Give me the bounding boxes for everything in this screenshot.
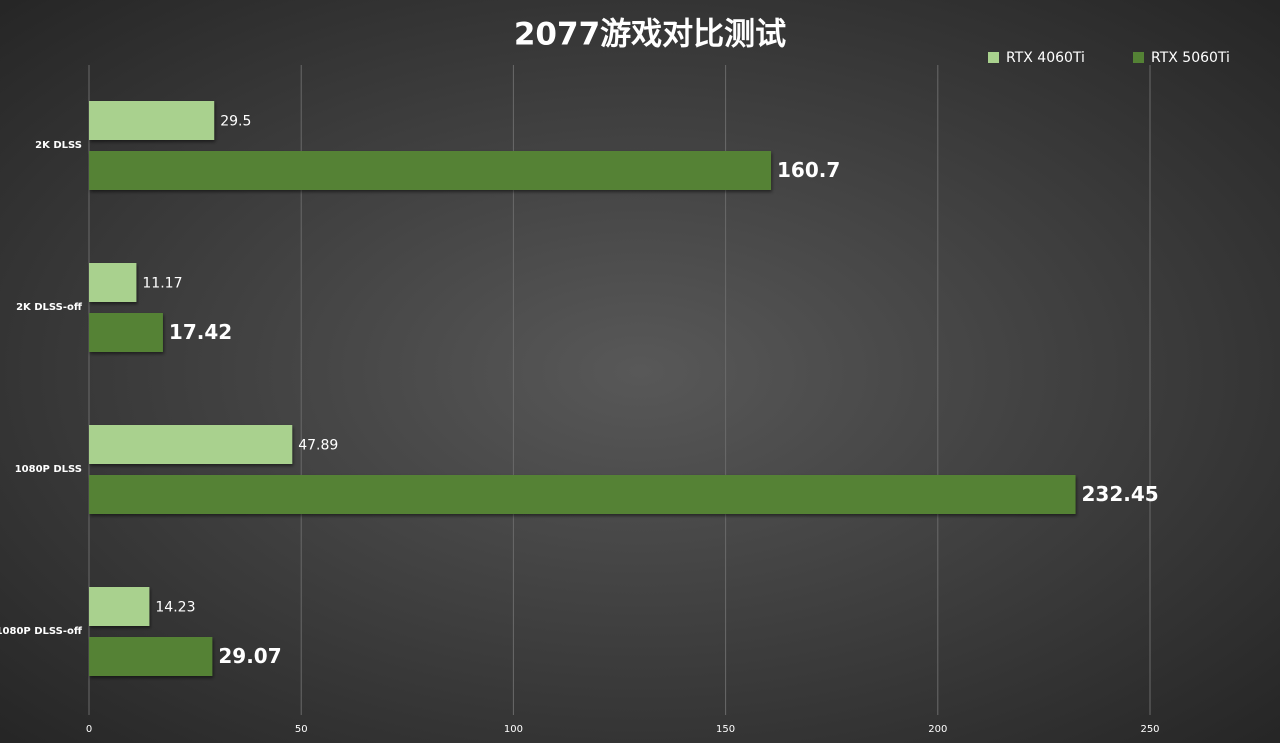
x-tick-label: 200 xyxy=(928,724,947,735)
bar xyxy=(89,637,213,676)
legend-swatch xyxy=(988,52,999,63)
x-tick-label: 100 xyxy=(504,724,523,735)
value-label: 29.5 xyxy=(220,114,251,130)
x-tick-label: 250 xyxy=(1140,724,1159,735)
value-label: 29.07 xyxy=(218,644,281,668)
bar xyxy=(89,151,772,190)
bar xyxy=(89,263,137,302)
value-label: 232.45 xyxy=(1082,482,1159,506)
value-label: 17.42 xyxy=(169,320,232,344)
value-label: 160.7 xyxy=(777,158,840,182)
bar xyxy=(89,101,215,140)
bar xyxy=(89,587,150,626)
x-tick-label: 50 xyxy=(295,724,308,735)
legend-label: RTX 4060Ti xyxy=(1006,50,1085,66)
value-label: 14.23 xyxy=(155,600,195,616)
value-label: 11.17 xyxy=(142,276,182,292)
chart-title: 2077游戏对比测试 xyxy=(514,17,786,53)
value-label: 47.89 xyxy=(298,438,338,454)
y-tick-label: 1080P DLSS xyxy=(15,464,82,475)
y-tick-label: 2K DLSS xyxy=(35,140,82,151)
x-tick-label: 0 xyxy=(86,724,92,735)
legend-label: RTX 5060Ti xyxy=(1151,50,1230,66)
y-tick-label: 1080P DLSS-off xyxy=(0,626,83,637)
legend-swatch xyxy=(1133,52,1144,63)
x-tick-label: 150 xyxy=(716,724,735,735)
y-tick-label: 2K DLSS-off xyxy=(16,302,83,313)
bar xyxy=(89,425,293,464)
bar xyxy=(89,313,163,352)
bar xyxy=(89,475,1076,514)
